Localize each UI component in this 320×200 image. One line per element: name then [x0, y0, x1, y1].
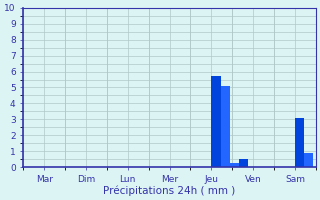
Bar [230, 163, 239, 167]
Bar [211, 76, 220, 167]
Bar [239, 159, 248, 167]
Bar [220, 86, 230, 167]
X-axis label: Précipitations 24h ( mm ): Précipitations 24h ( mm ) [103, 185, 236, 196]
Bar [304, 153, 313, 167]
Bar [295, 118, 304, 167]
